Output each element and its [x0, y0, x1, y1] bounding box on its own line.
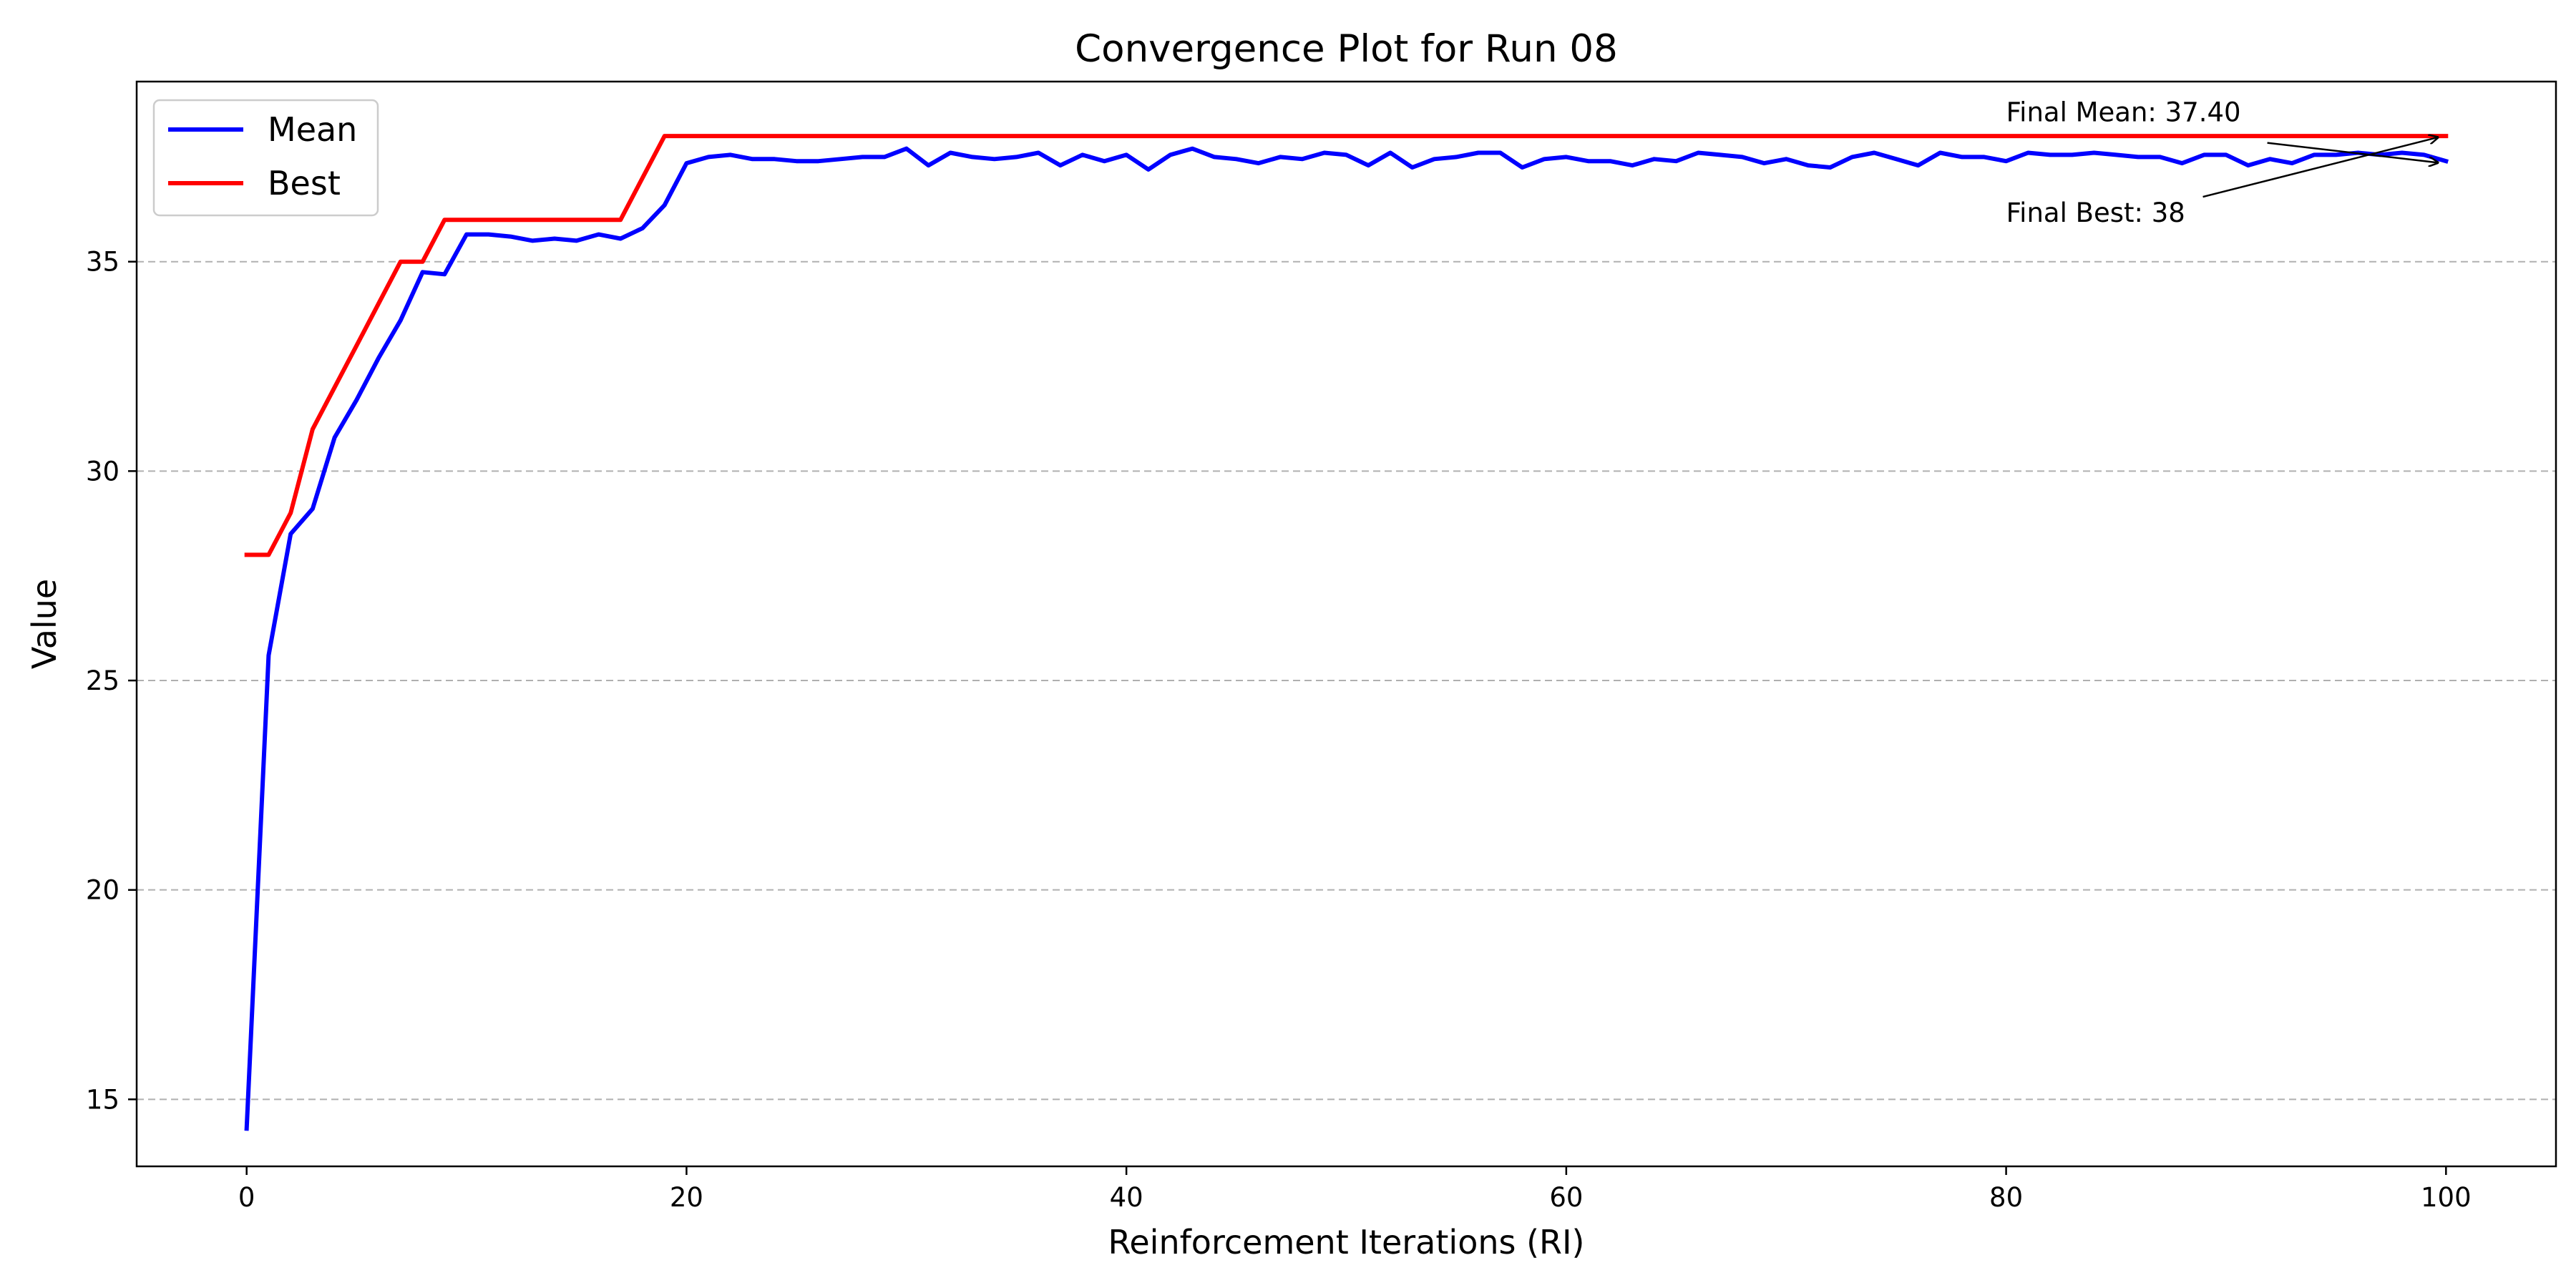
plot-frame — [135, 80, 2557, 1168]
x-tick-label: 80 — [1989, 1182, 2023, 1213]
y-tick-label: 20 — [86, 875, 119, 906]
annotation-arrow — [2267, 142, 2438, 163]
annotation-label: Final Best: 38 — [2006, 197, 2185, 228]
x-tick-label: 20 — [670, 1182, 703, 1213]
grid-lines — [137, 260, 2556, 1101]
series-layer — [244, 134, 2449, 1131]
x-tick-label: 100 — [2421, 1182, 2472, 1213]
annotation-label: Final Mean: 37.40 — [2006, 97, 2241, 128]
x-axis-label: Reinforcement Iterations (RI) — [1108, 1223, 1584, 1262]
y-tick-label: 25 — [86, 665, 119, 696]
annotation-arrow — [2202, 137, 2438, 198]
chart-title: Convergence Plot for Run 08 — [1075, 27, 1618, 71]
x-tick-label: 0 — [238, 1182, 255, 1213]
legend: Mean Best — [152, 99, 379, 217]
y-tick-label: 15 — [86, 1084, 119, 1115]
y-tick-label: 35 — [86, 247, 119, 278]
series-line-mean — [244, 146, 2449, 1131]
y-axis-label: Value — [25, 579, 64, 669]
legend-label: Mean — [268, 110, 357, 149]
annotations: Final Mean: 37.40 Final Best: 38 — [2006, 97, 2438, 228]
x-tick-label: 60 — [1549, 1182, 1583, 1213]
series-line-best — [244, 134, 2449, 557]
x-tick-label: 40 — [1110, 1182, 1143, 1213]
axis-ticks: 15 20 25 30 35 0 20 40 60 80 100 — [86, 247, 2472, 1213]
legend-label: Best — [268, 164, 341, 203]
y-tick-label: 30 — [86, 456, 119, 487]
